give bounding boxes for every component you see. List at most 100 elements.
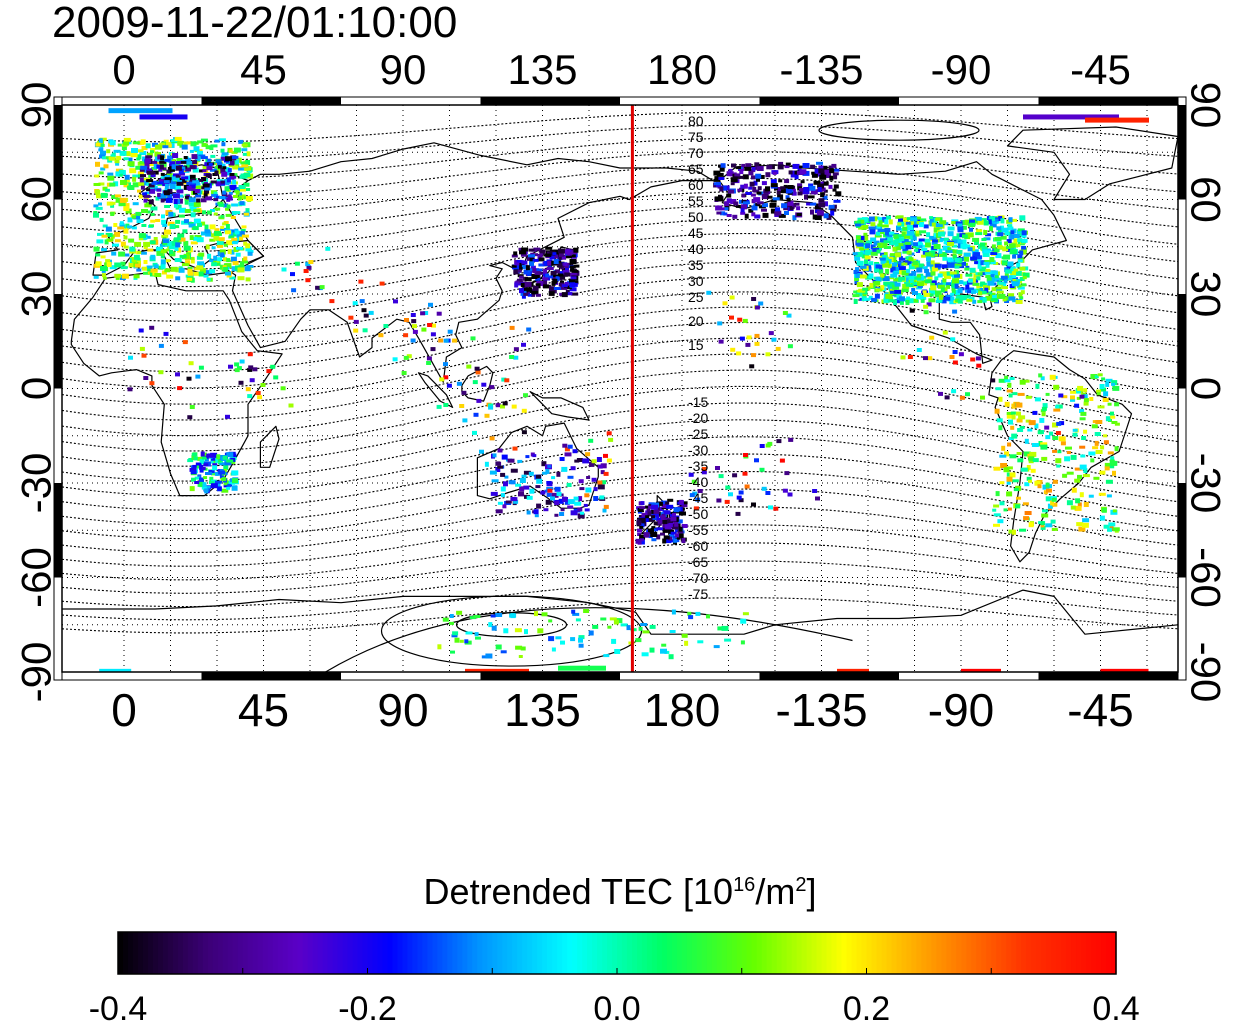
tec-point [212, 465, 218, 471]
tec-point [189, 235, 194, 241]
tec-point [872, 247, 880, 253]
tec-point [548, 290, 555, 296]
tec-point [1095, 420, 1103, 424]
tec-point [124, 253, 130, 257]
tec-point [906, 298, 914, 304]
tec-point [563, 262, 568, 266]
tec-point [410, 313, 416, 317]
tec-point [192, 180, 200, 184]
contour-line [62, 205, 1178, 270]
tec-point [105, 232, 113, 237]
tec-point [1095, 450, 1103, 454]
tec-point [1049, 431, 1054, 436]
tec-point [1114, 446, 1119, 452]
tec-point [588, 438, 594, 443]
tec-point [211, 233, 216, 238]
tec-point [639, 539, 645, 545]
tec-point [938, 231, 945, 237]
frame-segment-bottom [480, 672, 620, 680]
tec-point [491, 479, 499, 483]
tec-point [168, 211, 174, 217]
tec-point [890, 253, 895, 257]
tec-point [1074, 403, 1080, 408]
tec-point [887, 258, 892, 264]
tec-point [979, 288, 985, 292]
tec-point [713, 182, 721, 186]
tec-point [526, 495, 533, 500]
tec-point [175, 267, 181, 273]
tec-point [1013, 238, 1018, 244]
tec-point [882, 254, 887, 259]
tec-point [180, 160, 187, 164]
tec-point [820, 192, 825, 198]
tec-point [545, 246, 553, 250]
tec-point [570, 276, 577, 280]
tec-point [923, 356, 928, 361]
tec-point [219, 249, 226, 255]
tec-point [243, 173, 251, 177]
tec-point [229, 173, 235, 176]
tec-point [820, 165, 828, 171]
tec-point [741, 193, 746, 198]
tec-point [852, 252, 858, 256]
tec-point [119, 223, 125, 229]
tec-point [761, 194, 769, 200]
tec-point [255, 391, 261, 395]
tec-point [876, 231, 880, 236]
tec-point [926, 261, 934, 267]
tec-point [231, 241, 238, 245]
tec-point [200, 198, 207, 203]
tec-point [141, 146, 148, 150]
tec-point [943, 237, 949, 241]
tec-point [216, 195, 220, 199]
tec-point [865, 243, 871, 249]
tec-point [502, 401, 508, 406]
contour-label: 25 [688, 289, 704, 305]
tec-point [719, 167, 725, 172]
colorbar-cell [557, 932, 563, 974]
tec-point [824, 201, 828, 207]
tec-point [1055, 404, 1063, 409]
tec-point [139, 177, 144, 183]
tec-point [865, 249, 872, 255]
colorbar-cell [362, 932, 369, 974]
tec-point [536, 503, 542, 509]
tec-point [977, 263, 982, 269]
coastlines [62, 126, 1178, 635]
tec-point [162, 145, 169, 149]
tec-point [1052, 479, 1058, 484]
tec-point [186, 185, 192, 190]
colorbar-cell [1091, 932, 1097, 974]
tec-point [1016, 262, 1021, 268]
tec-point [919, 230, 927, 234]
frame-segment-bottom [1038, 672, 1178, 680]
tec-point [449, 614, 454, 618]
colorbar-cell [442, 932, 448, 974]
tec-point [193, 218, 201, 224]
tec-point [98, 148, 104, 152]
tec-point [742, 201, 750, 205]
tec-point [202, 183, 210, 188]
tec-point [941, 264, 948, 269]
tec-point [603, 453, 608, 458]
tec-point [291, 288, 297, 293]
tec-point [193, 209, 201, 213]
tec-point [229, 276, 236, 280]
tec-point [100, 167, 106, 171]
tec-point [787, 200, 794, 206]
colorbar-cell [841, 932, 848, 974]
tec-point [784, 471, 790, 476]
tec-point [169, 250, 173, 254]
tec-point [200, 221, 206, 226]
tec-point [305, 262, 311, 267]
tec-point [528, 268, 534, 272]
tec-point [132, 174, 140, 178]
tec-point [1006, 413, 1014, 419]
tec-point [933, 244, 941, 249]
tec-point [135, 165, 143, 170]
tec-point [934, 263, 942, 268]
colorbar-cell [751, 932, 758, 974]
contour-line [62, 597, 1178, 634]
tec-point [772, 171, 777, 175]
tec-point [204, 229, 211, 234]
